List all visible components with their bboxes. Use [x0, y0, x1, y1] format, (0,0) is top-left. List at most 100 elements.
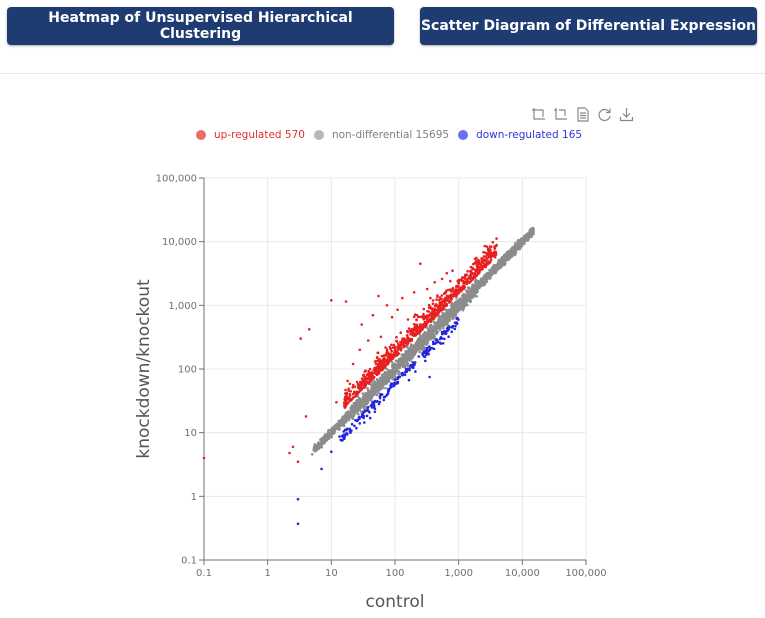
down-regulated-point [409, 364, 412, 367]
up-regulated-point [473, 271, 477, 275]
down-regulated-point [392, 383, 396, 386]
down-regulated-point [376, 400, 379, 403]
non-differential-point [511, 251, 515, 255]
up-regulated-point [482, 255, 486, 258]
up-regulated-point [368, 380, 371, 384]
down-regulated-point [417, 355, 421, 358]
non-differential-point [439, 327, 442, 330]
up-regulated-point [202, 456, 206, 460]
down-regulated-point [350, 422, 354, 426]
non-differential-point [370, 396, 374, 400]
non-differential-point [324, 439, 327, 443]
up-regulated-point [360, 323, 364, 326]
up-regulated-point [414, 313, 417, 316]
scatter-diagram-button[interactable]: Scatter Diagram of Differential Expressi… [420, 7, 757, 45]
non-differential-point [385, 377, 388, 380]
up-regulated-point [419, 327, 422, 330]
up-regulated-point [363, 377, 367, 381]
legend-item-non-differential[interactable]: non-differential 15695 [313, 129, 449, 141]
non-differential-point [371, 386, 375, 390]
down-regulated-point [320, 467, 323, 471]
non-differential-point [390, 360, 394, 364]
non-differential-point [388, 372, 391, 376]
up-regulated-point [335, 401, 338, 404]
up-regulated-point [483, 259, 486, 263]
up-regulated-point [425, 287, 429, 291]
non-differential-point [503, 260, 506, 263]
down-regulated-point [389, 384, 392, 387]
non-differential-point [407, 358, 411, 361]
download-icon[interactable] [617, 105, 635, 123]
non-differential-point [498, 264, 502, 268]
non-differential-point [326, 432, 330, 435]
non-differential-point [406, 364, 409, 368]
non-differential-point [521, 239, 524, 243]
legend-marker-non-differential [313, 130, 324, 140]
non-differential-point [448, 316, 451, 319]
non-differential-point [514, 250, 517, 254]
up-regulated-point [389, 347, 393, 351]
non-differential-point [452, 303, 456, 306]
non-differential-point [418, 344, 422, 347]
up-regulated-point [359, 389, 362, 392]
up-regulated-point [358, 387, 362, 390]
up-regulated-point [435, 298, 438, 301]
up-regulated-point [431, 302, 435, 306]
up-regulated-point [451, 269, 454, 273]
up-regulated-point [402, 344, 406, 348]
legend-label-up: up-regulated 570 [214, 129, 305, 141]
up-regulated-point [349, 398, 353, 402]
non-differential-point [365, 402, 368, 406]
up-regulated-point [475, 256, 478, 260]
non-differential-point [384, 374, 387, 378]
non-differential-point [366, 392, 370, 395]
non-differential-point [337, 425, 340, 429]
non-differential-point [420, 341, 424, 345]
non-differential-point [342, 424, 346, 428]
down-regulated-point [438, 341, 442, 345]
non-differential-point [340, 424, 344, 427]
y-tick-label: 10,000 [162, 237, 197, 248]
up-regulated-point [394, 352, 398, 356]
up-regulated-point [486, 257, 489, 261]
zoom-reset-icon[interactable] [551, 105, 569, 123]
zoom-in-icon[interactable] [529, 105, 547, 123]
legend-item-down-regulated[interactable]: down-regulated 165 [458, 129, 582, 141]
data-view-icon[interactable] [573, 105, 591, 123]
legend-marker-up [196, 130, 206, 140]
down-regulated-point [454, 324, 457, 328]
up-regulated-point [304, 415, 308, 418]
down-regulated-point [360, 415, 364, 419]
non-differential-point [456, 305, 459, 308]
non-differential-point [310, 453, 314, 456]
up-regulated-point [351, 383, 355, 387]
non-differential-point [413, 352, 417, 356]
x-tick-label: 100,000 [565, 568, 606, 579]
non-differential-point [352, 415, 355, 418]
non-differential-point [474, 278, 478, 282]
non-differential-point [471, 294, 474, 298]
up-regulated-point [375, 373, 379, 377]
down-regulated-point [355, 426, 358, 430]
up-regulated-point [484, 251, 487, 255]
legend-item-up-regulated[interactable]: up-regulated 570 [196, 129, 305, 141]
up-regulated-point [299, 337, 303, 340]
restore-icon[interactable] [595, 105, 613, 123]
up-regulated-point [388, 357, 391, 361]
down-regulated-point [373, 404, 376, 408]
down-regulated-point [394, 378, 397, 382]
non-differential-point [426, 327, 429, 330]
non-differential-point [350, 410, 354, 414]
non-differential-point [501, 263, 505, 267]
up-regulated-point [443, 305, 446, 308]
up-regulated-point [484, 265, 488, 269]
non-differential-point [475, 281, 478, 284]
heatmap-clustering-button[interactable]: Heatmap of Unsupervised Hierarchical Clu… [7, 7, 394, 45]
non-differential-point [350, 408, 353, 412]
up-regulated-point [414, 323, 418, 327]
up-regulated-point [351, 392, 355, 396]
non-differential-point [498, 262, 502, 266]
up-regulated-point [366, 339, 370, 342]
down-regulated-point [353, 424, 356, 428]
non-differential-point [443, 312, 447, 316]
